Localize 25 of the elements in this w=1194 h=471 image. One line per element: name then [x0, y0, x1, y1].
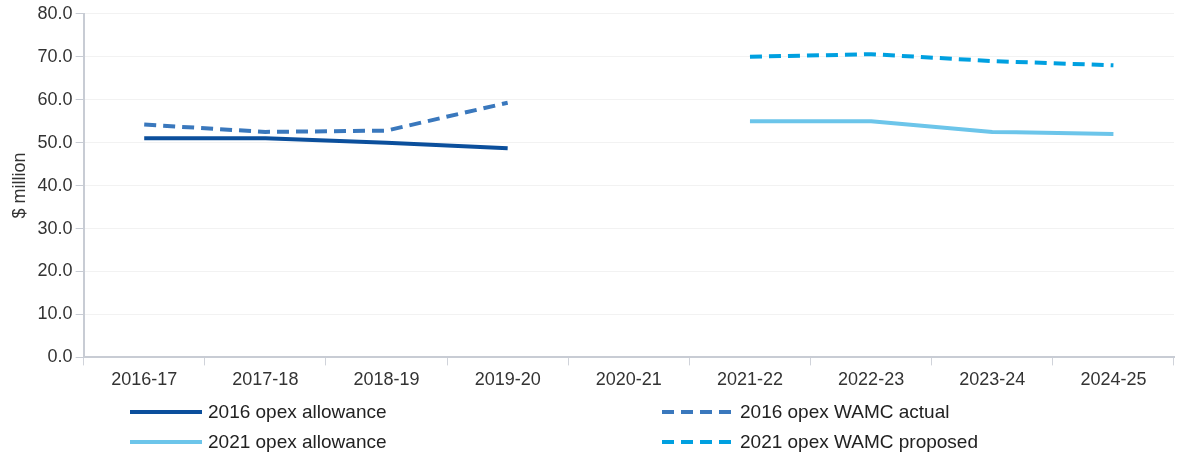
- y-tick-label: 50.0: [37, 131, 73, 152]
- y-tick-label: 30.0: [37, 217, 73, 238]
- legend-label: 2021 opex WAMC proposed: [740, 431, 978, 453]
- y-tick-label: 40.0: [37, 174, 73, 195]
- y-tick-label: 60.0: [37, 88, 73, 109]
- legend-label: 2016 opex allowance: [208, 401, 387, 423]
- x-tick-label: 2020-21: [595, 369, 662, 390]
- x-tick-label: 2016-17: [111, 369, 178, 390]
- y-tick-label: 0.0: [47, 346, 73, 367]
- x-tick-label: 2023-24: [959, 369, 1026, 390]
- legend-label: 2016 opex WAMC actual: [740, 401, 950, 423]
- line-series: [142, 100, 510, 134]
- y-axis-title: $ million: [8, 152, 29, 219]
- legend-label: 2021 opex allowance: [208, 431, 387, 453]
- x-tick-label: 2021-22: [716, 369, 783, 390]
- x-tick-label: 2024-25: [1080, 369, 1147, 390]
- y-tick-label: 80.0: [37, 2, 73, 23]
- y-tick-label: 20.0: [37, 260, 73, 281]
- y-tick-label: 70.0: [37, 45, 73, 66]
- x-tick-label: 2019-20: [474, 369, 541, 390]
- x-tick-label: 2022-23: [838, 369, 905, 390]
- y-tick-label: 10.0: [37, 303, 73, 324]
- line-series: [747, 52, 1116, 68]
- x-tick-label: 2017-18: [232, 369, 299, 390]
- x-tick-label: 2018-19: [353, 369, 420, 390]
